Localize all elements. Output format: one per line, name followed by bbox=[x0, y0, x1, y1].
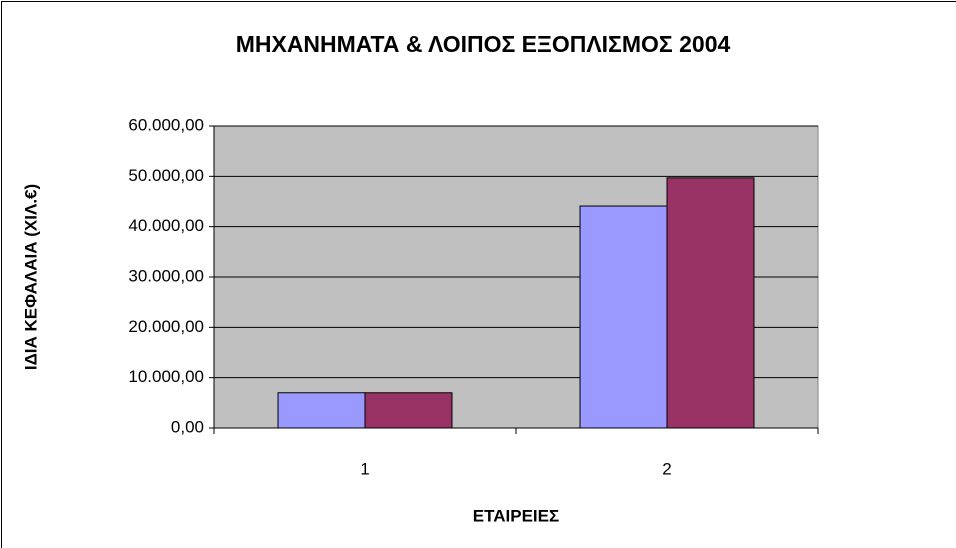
x-tick-label: 2 bbox=[662, 459, 671, 478]
y-tick-label: 20.000,00 bbox=[128, 317, 204, 336]
y-tick-label: 60.000,00 bbox=[128, 115, 204, 134]
bar bbox=[277, 392, 366, 429]
x-tick-label: 1 bbox=[360, 459, 369, 478]
y-tick-label: 30.000,00 bbox=[128, 266, 204, 285]
y-tick-label: 50.000,00 bbox=[128, 166, 204, 185]
y-tick-label: 0,00 bbox=[171, 417, 204, 436]
chart-title: ΜΗΧΑΝΗΜΑΤΑ & ΛΟΙΠΟΣ ΕΞΟΠΛΙΣΜΟΣ 2004 bbox=[236, 31, 731, 57]
y-axis-label: ΙΔΙΑ ΚΕΦΑΛΑΙΑ (ΧΙΛ.€) bbox=[21, 184, 40, 370]
bar bbox=[579, 205, 668, 429]
bar bbox=[666, 177, 755, 429]
y-tick-label: 40.000,00 bbox=[128, 216, 204, 235]
bar bbox=[364, 392, 453, 429]
x-axis-label: ΕΤΑΙΡΕΙΕΣ bbox=[473, 506, 559, 525]
y-tick-label: 10.000,00 bbox=[128, 367, 204, 386]
